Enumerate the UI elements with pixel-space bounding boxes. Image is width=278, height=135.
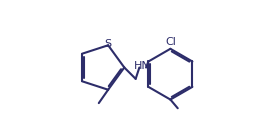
Text: S: S	[105, 39, 112, 49]
Text: Cl: Cl	[165, 37, 176, 47]
Text: HN: HN	[134, 61, 151, 71]
